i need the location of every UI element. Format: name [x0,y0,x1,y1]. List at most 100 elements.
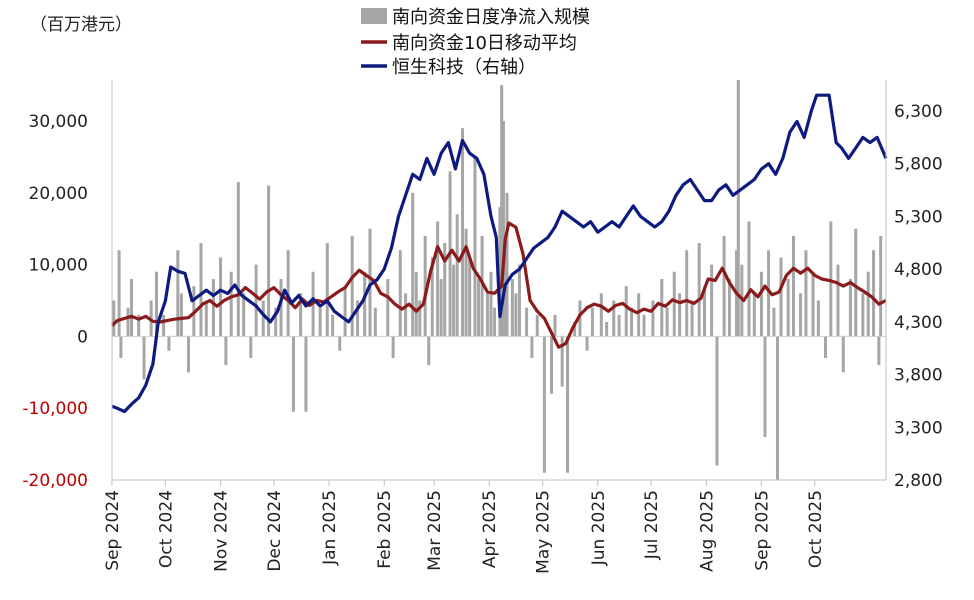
daily-flow-bar [505,192,509,337]
daily-flow-bar [642,314,646,337]
unit-label: （百万港元） [30,15,132,35]
daily-flow-bar [142,336,146,380]
right-tick-label: 4,300 [894,313,943,333]
daily-flow-bar [715,336,719,466]
daily-flow-bar [690,300,694,337]
daily-flow-bar [162,314,166,337]
x-tick-label: Aug 2025 [697,490,717,572]
daily-flow-bar [473,156,477,337]
daily-flow-bar [427,336,431,366]
daily-flow-bar [179,293,183,337]
left-tick-label: 20,000 [29,184,88,204]
daily-flow-bar [829,221,833,337]
daily-flow-bar [500,85,504,337]
daily-flow-bar [759,271,763,337]
daily-flow-bar [154,271,158,337]
daily-flow-bar [343,286,347,337]
daily-flow-bar [242,293,246,337]
daily-flow-bar [489,271,493,337]
daily-flow-bar [418,300,422,337]
daily-flow-bar [848,278,852,337]
legend-label: 南向资金日度净流入规模 [392,7,590,28]
daily-flow-bar [612,300,616,337]
daily-flow-bar [530,336,534,358]
daily-flow-bar [710,264,714,337]
daily-flow-bar [249,336,253,358]
x-tick-label: Nov 2024 [212,490,232,572]
daily-flow-bar [468,257,472,337]
right-tick-label: 5,800 [894,155,943,175]
daily-flow-bar [480,235,484,337]
daily-flow-bar [304,336,308,412]
daily-flow-bar [836,264,840,337]
daily-flow-bar [672,271,676,337]
right-tick-label: 4,800 [894,260,943,280]
x-tick-label: Mar 2025 [425,490,445,571]
daily-flow-bar [498,207,502,337]
daily-flow-bar [373,307,377,337]
daily-flow-bar [455,214,459,337]
right-tick-label: 3,300 [894,418,943,438]
daily-flow-bar [599,293,603,337]
daily-flow-bar [363,271,367,337]
daily-flow-bar [436,221,440,337]
axes-layer: -20,000 -10,000 0 10,000 20,000 30,000 2,800 3,… [22,80,943,574]
daily-flow-bar [697,243,701,337]
daily-flow-bar [211,278,215,337]
daily-flow-bar [578,300,582,337]
daily-flow-bar [414,271,418,337]
daily-flow-bar [824,336,828,358]
daily-flow-bar [553,314,557,337]
daily-flow-bar [461,128,465,337]
daily-flow-bar [261,300,265,337]
daily-flow-bar [590,307,594,337]
left-tick-label: -20,000 [22,471,88,491]
legend-bar-swatch [361,8,387,24]
daily-flow-bar [752,293,756,337]
daily-flow-bar [535,314,539,337]
daily-flow-bar [678,293,682,337]
daily-flow-bar [791,235,795,337]
daily-flow-bar [404,293,408,337]
daily-flow-bar [772,307,776,337]
daily-flow-bar [779,257,783,337]
daily-flow-bar [112,300,116,337]
right-tick-label: 2,800 [894,471,943,491]
daily-flow-bar [816,300,820,337]
daily-flow-bar [464,228,468,337]
daily-flow-bar [854,228,858,337]
daily-flow-bar [767,250,771,337]
x-tick-label: Jun 2025 [589,490,609,566]
daily-flow-bar [573,322,577,337]
daily-flow-bar [119,336,123,358]
daily-flow-bar [391,336,395,358]
daily-flow-bar [501,121,505,337]
daily-flow-bar [866,271,870,337]
daily-flow-bar [229,271,233,337]
daily-flow-bar [224,336,228,366]
daily-flow-bar [350,235,354,337]
daily-flow-bar [877,336,881,366]
left-tick-label: 0 [77,327,88,347]
daily-flow-bar [685,250,689,337]
x-tick-label: Jan 2025 [320,490,340,566]
daily-flow-bar [126,307,130,337]
daily-flow-bar [560,336,564,387]
daily-flow-bar [617,314,621,337]
daily-flow-bar [204,300,208,337]
daily-flow-bar [137,314,141,337]
daily-flow-bar [331,314,335,337]
daily-flow-bar [585,336,589,351]
daily-flow-bar [775,336,779,480]
daily-flow-bar [637,293,641,337]
daily-flow-bar [786,278,790,337]
daily-flow-bar [411,192,415,337]
x-tick-label: May 2025 [534,490,554,574]
daily-flow-bar [267,185,271,337]
x-tick-label: Feb 2025 [375,490,395,569]
daily-flow-bar [117,250,121,337]
daily-flow-bar [566,336,570,473]
